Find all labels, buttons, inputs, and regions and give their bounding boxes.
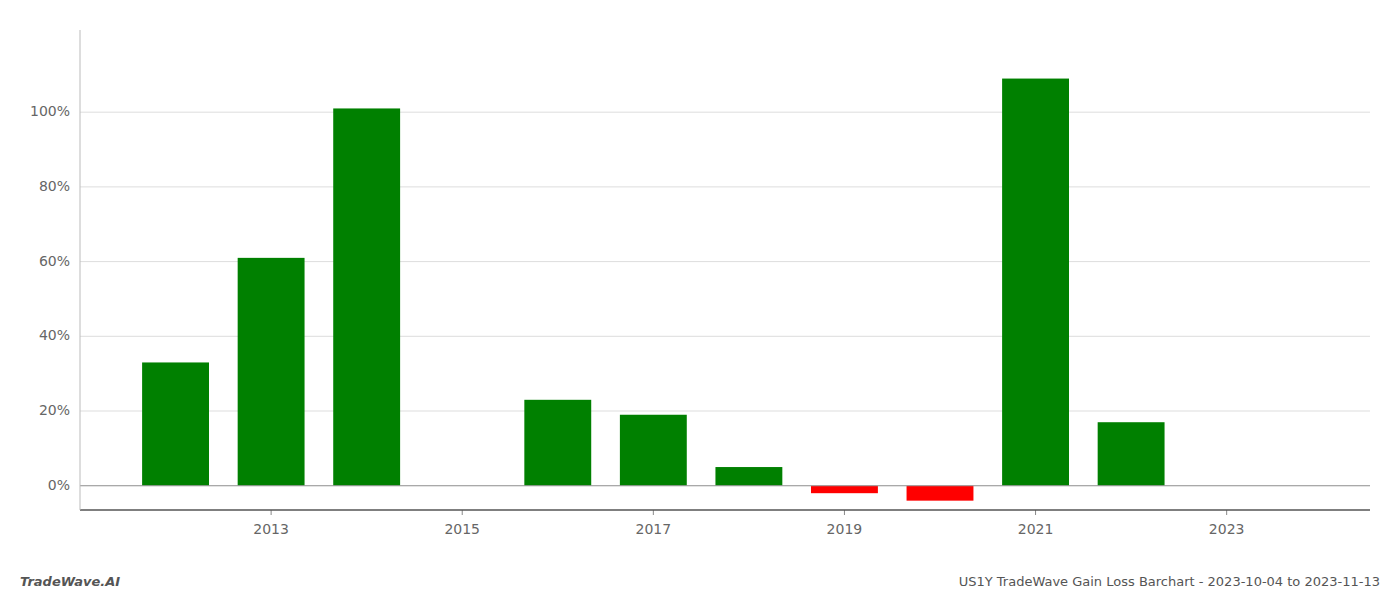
chart-container: 0% 20% 40% 60% 80% 100% 2013 2015 2017 2019 2021 20… <box>0 0 1400 600</box>
bar <box>715 467 782 486</box>
x-tick-label: 2017 <box>636 521 672 537</box>
x-tick-label: 2015 <box>444 521 480 537</box>
footer-right: US1Y TradeWave Gain Loss Barchart - 2023… <box>959 574 1380 589</box>
grid-line <box>80 485 1370 486</box>
y-tick-label: 100% <box>30 103 70 119</box>
x-axis-line <box>80 509 1370 511</box>
bars <box>142 79 1164 501</box>
grid-line <box>80 186 1370 187</box>
chart-svg: 0% 20% 40% 60% 80% 100% 2013 2015 2017 2019 2021 20… <box>0 0 1400 600</box>
y-tick-label: 0% <box>48 477 70 493</box>
y-tick-label: 60% <box>39 253 70 269</box>
bar <box>524 400 591 486</box>
y-tick-label: 20% <box>39 402 70 418</box>
x-tick-label: 2021 <box>1018 521 1054 537</box>
bar <box>142 362 209 485</box>
footer-left: TradeWave.AI <box>20 574 120 589</box>
bar <box>238 258 305 486</box>
x-tick-label: 2019 <box>827 521 863 537</box>
bar <box>333 108 400 485</box>
grid-line <box>80 112 1370 113</box>
y-tick-label: 80% <box>39 178 70 194</box>
x-tick-label: 2013 <box>253 521 289 537</box>
y-tick-label: 40% <box>39 327 70 343</box>
bar <box>907 486 974 501</box>
y-grid <box>80 112 1370 486</box>
bar <box>620 415 687 486</box>
bar <box>811 486 878 493</box>
x-tick-label: 2023 <box>1209 521 1245 537</box>
bar <box>1002 79 1069 486</box>
zero-line <box>80 485 1370 486</box>
y-axis-line <box>80 30 81 510</box>
bar <box>1098 422 1165 486</box>
